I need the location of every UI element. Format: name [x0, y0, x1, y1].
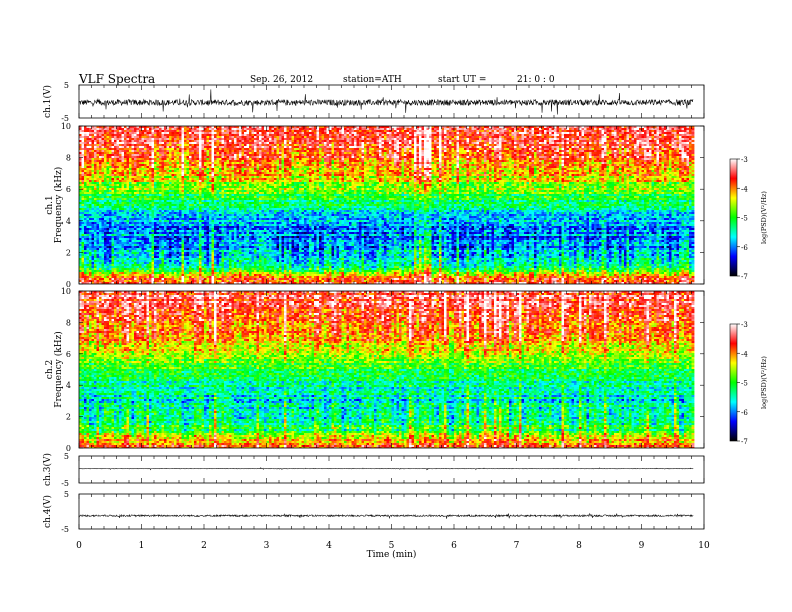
colorbar-tick-label: -7: [741, 273, 748, 281]
x-tick-label: 2: [201, 541, 207, 551]
x-axis-label: Time (min): [367, 549, 417, 560]
y-tick-label: 8: [66, 318, 71, 327]
y-tick-label: 8: [66, 154, 71, 163]
waveform-y-label: ch.4(V): [42, 495, 53, 528]
waveform-layer: [78, 89, 694, 520]
waveform-y-label: ch.3(V): [42, 453, 53, 486]
colorbar: [730, 159, 737, 276]
waveform-y-label: ch.1(V): [42, 85, 53, 118]
x-tick-label: 9: [639, 541, 645, 551]
start-ut-value: 21: 0 : 0: [517, 75, 555, 85]
y-tick-label: -5: [61, 479, 69, 488]
y-tick-label: 5: [64, 490, 69, 499]
y-tick-label: 4: [66, 381, 71, 390]
x-tick-label: 8: [576, 541, 582, 551]
colorbar-label: log(PSD)(V²/Hz): [760, 356, 768, 409]
colorbar-tick-label: -6: [741, 409, 748, 417]
waveform-line: [78, 512, 694, 520]
colorbar-tick-label: -4: [741, 185, 748, 193]
frame-layer: [78, 84, 740, 530]
x-tick-label: 5: [389, 541, 395, 551]
spectrogram-ch1: [79, 126, 695, 284]
colorbar: [730, 324, 737, 441]
waveform-line: [78, 89, 694, 115]
start-ut-label: start UT =: [438, 75, 486, 85]
x-tick-label: 1: [139, 541, 145, 551]
x-tick-label: 7: [514, 541, 520, 551]
colorbar-label: log(PSD)(V²/Hz): [760, 191, 768, 244]
x-tick-label: 0: [76, 541, 82, 551]
y-tick-label: 5: [64, 81, 69, 90]
x-tick-label: 10: [698, 541, 710, 551]
y-tick-label: -5: [61, 114, 69, 123]
y-tick-label: -5: [61, 525, 69, 534]
y-tick-label: 0: [66, 280, 71, 289]
panel-frame: [78, 493, 705, 530]
y-tick-label: 6: [66, 350, 71, 359]
colorbar-tick-label: -4: [741, 350, 748, 358]
date-label: Sep. 26, 2012: [250, 75, 313, 85]
colorbar-tick-label: -3: [741, 156, 748, 164]
x-tick-label: 4: [326, 541, 332, 551]
colorbar-tick-label: -5: [741, 380, 748, 388]
chart-title: VLF Spectra: [79, 72, 155, 86]
colorbar-tick-label: -5: [741, 215, 748, 223]
spectrogram-layer: [79, 126, 695, 448]
spectrogram-ch2: [79, 291, 695, 448]
y-tick-label: 10: [61, 287, 71, 296]
y-tick-label: 10: [61, 122, 71, 131]
colorbar-tick-label: -3: [741, 321, 748, 329]
frequency-axis-label: Frequency (kHz): [53, 167, 64, 244]
station-label: station=ATH: [343, 75, 402, 85]
y-tick-label: 4: [66, 217, 71, 226]
frequency-axis-label: Frequency (kHz): [53, 331, 64, 408]
channel-label: ch.1: [45, 195, 55, 214]
x-tick-label: 6: [451, 541, 457, 551]
x-tick-label: 3: [264, 541, 270, 551]
waveform-line: [78, 466, 694, 471]
channel-label: ch.2: [45, 360, 55, 379]
y-tick-label: 6: [66, 185, 71, 194]
colorbar-tick-label: -6: [741, 244, 748, 252]
y-tick-label: 2: [66, 248, 71, 257]
y-tick-label: 5: [64, 452, 69, 461]
colorbar-tick-label: -7: [741, 438, 748, 446]
y-tick-label: 2: [66, 413, 71, 422]
y-tick-label: 0: [66, 444, 71, 453]
